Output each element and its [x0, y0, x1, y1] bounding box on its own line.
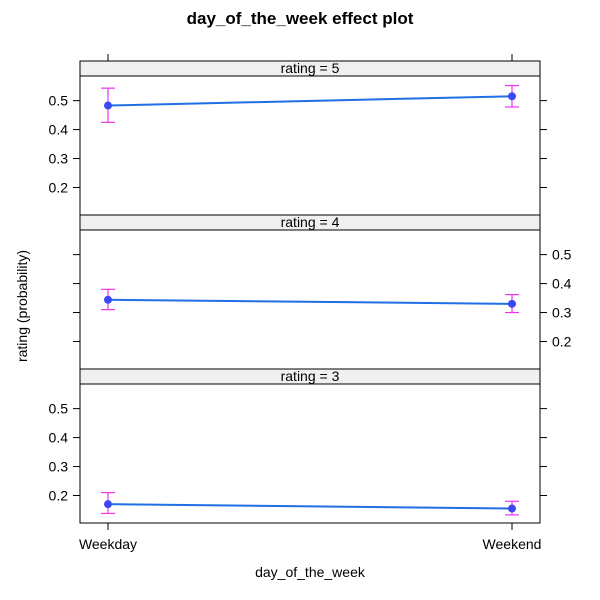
- y-tick-label: 0.3: [49, 459, 69, 475]
- series-line: [107, 298, 513, 305]
- data-point: [508, 92, 516, 101]
- x-tick-label: Weekend: [483, 536, 542, 552]
- y-tick-label: 0.2: [49, 487, 69, 503]
- y-tick-label: 0.4: [552, 276, 572, 292]
- x-axis-label: day_of_the_week: [255, 564, 366, 580]
- panel-strip-label: rating = 5: [281, 60, 340, 76]
- data-point: [104, 500, 112, 509]
- y-tick-label: 0.2: [49, 179, 69, 195]
- data-point: [508, 504, 516, 513]
- data-point: [508, 299, 516, 308]
- y-tick-label: 0.5: [49, 401, 69, 417]
- panel-strip-label: rating = 4: [281, 214, 340, 230]
- panel-3: rating = 3 0.2 0.3 0.4 0.5: [49, 368, 547, 524]
- plot-area: rating = 5 0.2 0.3 0.4 0.5 rating = 4 0.2 0.3 0.…: [49, 54, 572, 552]
- series-line: [107, 503, 513, 510]
- y-tick-label: 0.2: [552, 333, 572, 349]
- y-tick-label: 0.5: [49, 93, 69, 109]
- y-tick-label: 0.3: [49, 151, 69, 167]
- chart-title: day_of_the_week effect plot: [187, 9, 414, 28]
- y-tick-label: 0.4: [49, 430, 69, 446]
- y-axis-label: rating (probability): [14, 250, 30, 362]
- panel-1: rating = 5 0.2 0.3 0.4 0.5: [49, 60, 547, 216]
- y-tick-label: 0.5: [552, 247, 572, 263]
- y-tick-label: 0.3: [552, 305, 572, 321]
- x-tick-label: Weekday: [79, 536, 137, 552]
- data-point: [104, 295, 112, 304]
- panel-2: rating = 4 0.2 0.3 0.4 0.5: [73, 214, 572, 370]
- panel-strip-label: rating = 3: [281, 368, 340, 384]
- panel-frame: [79, 383, 541, 524]
- y-tick-label: 0.4: [49, 122, 69, 138]
- series-line: [107, 95, 513, 107]
- data-point: [104, 101, 112, 110]
